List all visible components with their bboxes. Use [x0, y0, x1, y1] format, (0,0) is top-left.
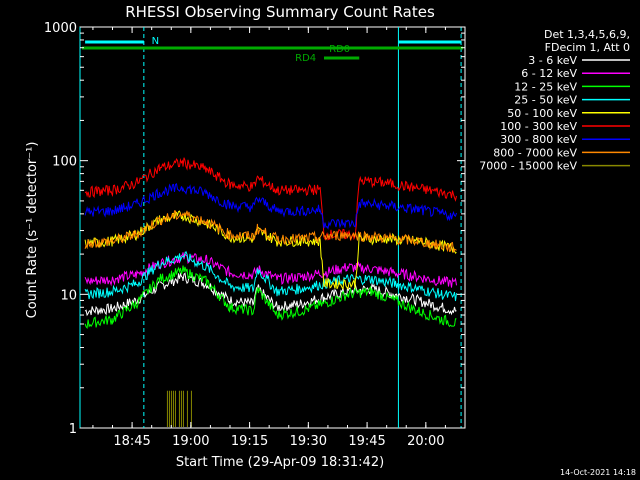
legend-label: 7000 - 15000 keV — [479, 160, 577, 173]
legend-label: 12 - 25 keV — [514, 80, 577, 93]
y-tick-label: 1000 — [44, 21, 77, 36]
observing-flags: N RD0 RD4 — [79, 27, 463, 428]
series-line-3-6-kev — [84, 272, 457, 317]
legend-header: FDecim 1, Att 0 — [545, 41, 630, 54]
series-line-25-50-kev — [84, 250, 457, 302]
x-tick-label: 19:45 — [348, 434, 385, 449]
flag-rd0-label: RD0 — [329, 44, 350, 55]
legend-label: 25 - 50 keV — [514, 94, 577, 107]
legend-label: 100 - 300 keV — [500, 120, 577, 133]
legend: Det 1,3,4,5,6,9,FDecim 1, Att 03 - 6 keV… — [479, 28, 630, 173]
y-axis-label: Count Rate (s⁻¹ detector⁻¹) — [25, 142, 40, 319]
legend-label: 6 - 12 keV — [521, 67, 577, 80]
legend-label: 50 - 100 keV — [507, 107, 577, 120]
chart-title: RHESSI Observing Summary Count Rates — [125, 3, 435, 21]
legend-label: 3 - 6 keV — [528, 54, 577, 67]
series-line-50-100-kev — [84, 210, 457, 291]
y-tick-label: 1 — [69, 422, 77, 437]
legend-label: 300 - 800 keV — [500, 133, 577, 146]
x-tick-label: 19:30 — [290, 434, 327, 449]
x-tick-label: 20:00 — [407, 434, 444, 449]
y-tick-label: 10 — [60, 288, 77, 303]
flag-rd4-label: RD4 — [295, 53, 316, 64]
x-tick-label: 18:45 — [113, 434, 150, 449]
series-group — [84, 157, 457, 427]
legend-label: 800 - 7000 keV — [493, 146, 577, 159]
series-line-12-25-kev — [84, 265, 457, 330]
x-axis-label: Start Time (29-Apr-09 18:31:42) — [176, 455, 384, 470]
footer-timestamp: 14-Oct-2021 14:18 — [560, 468, 636, 477]
series-line-100-300-kev — [84, 157, 457, 242]
flag-n-label: N — [152, 36, 159, 47]
series-line-300-800-kev — [84, 182, 457, 230]
legend-header: Det 1,3,4,5,6,9, — [544, 28, 630, 41]
series-line-800-7000-kev — [84, 210, 457, 253]
x-tick-label: 19:15 — [231, 434, 268, 449]
y-tick-label: 100 — [52, 155, 77, 170]
axes: 18:45 19:00 19:15 19:30 19:45 20:00 1 10 100 1000 — [44, 21, 466, 449]
x-tick-label: 19:00 — [172, 434, 209, 449]
